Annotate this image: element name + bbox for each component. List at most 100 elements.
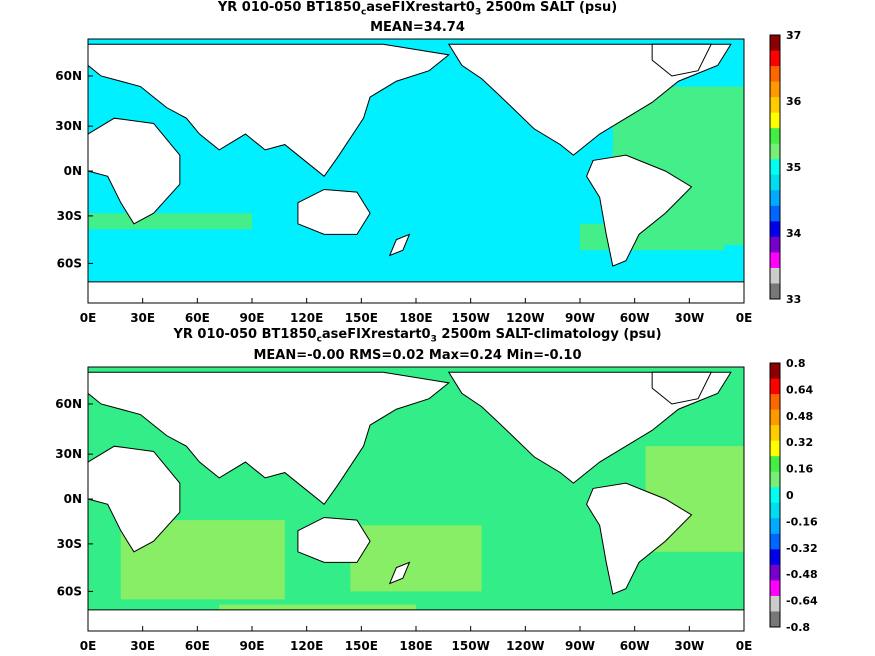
panel1-title: YR 010-050 BT1850caseFIXrestart03 2500m … [217,0,618,18]
lon-label: 120E [290,639,323,653]
lat-label: 0N [64,164,82,178]
lon-label: 60E [185,639,210,653]
colorbar-label: -0.16 [786,515,818,528]
colorbar-swatch [770,611,780,628]
colorbar-swatch [770,112,780,129]
panel2-title: YR 010-050 BT1850caseFIXrestart03 2500m … [173,327,662,345]
lon-label: 120W [506,311,544,325]
colorbar-swatch [770,190,780,207]
landmass-greenland [651,371,713,405]
colorbar-swatch [770,595,780,612]
landmass-asia [87,43,450,178]
lon-label: 90E [240,639,265,653]
colorbar-label: -0.48 [786,568,818,581]
colorbar-label: 0.8 [786,357,806,370]
landmass-greenland [651,43,713,77]
colorbar-swatch [770,502,780,519]
colorbar-swatch [770,425,780,442]
colorbar-label: 0.32 [786,436,813,449]
colorbar-swatch [770,81,780,98]
landmass-africa [87,445,181,553]
lon-label: 150W [452,639,490,653]
colorbar-label: 0.16 [786,463,813,476]
lon-label: 120W [506,639,544,653]
colorbar-swatch [770,549,780,566]
landmass-namerica [447,43,732,156]
colorbar-swatch [770,143,780,160]
colorbar-swatch [770,518,780,535]
colorbar-label: 0.64 [786,383,813,396]
colorbar-swatch [770,252,780,269]
colorbar-label: 36 [786,95,802,108]
lon-label: 90E [240,311,265,325]
lat-label: 60S [57,584,82,598]
colorbar-swatch [770,533,780,550]
colorbar-swatch [770,363,780,380]
colorbar-swatch [770,174,780,191]
lon-label: 120E [290,311,323,325]
colorbar-swatch [770,471,780,488]
colorbar-swatch [770,283,780,300]
lat-label: 60N [55,397,82,411]
colorbar-swatch [770,66,780,83]
colorbar-label: -0.64 [786,595,818,608]
lon-label: 90W [565,639,595,653]
anomaly-patch [350,525,482,592]
lon-label: 60W [620,639,650,653]
lon-label: 180E [399,311,432,325]
lon-label: 30E [130,639,155,653]
colorbar-label: -0.8 [786,621,810,634]
panel1-subtitle: MEAN=34.74 [370,20,465,35]
lon-label: 150E [345,311,378,325]
colorbar-label: 35 [786,161,801,174]
colorbar-swatch [770,205,780,222]
lon-label: 150E [345,639,378,653]
lon-label: 150W [452,311,490,325]
lon-label: 30W [674,311,704,325]
colorbar-swatch [770,221,780,238]
landmass-samerica [585,482,693,595]
lon-label: 0E [736,311,753,325]
landmass-nz [388,561,411,585]
colorbar-frame [769,362,781,628]
colorbar-label: -0.32 [786,542,818,555]
lat-label: 60N [55,69,82,83]
landmass-australia [297,188,371,235]
colorbar-swatch [770,409,780,426]
map-panel-1: 60N 30N 0N 30S 60S 0E 30E 60E 90E 120E 150E 180E 150… [55,29,801,325]
landmass-australia [297,516,371,563]
map-panel-2: 60N 30N 0N 30S 60S 0E 30E 60E 90E 120E 150E 180E 150… [55,357,818,653]
lon-label: 30E [130,311,155,325]
anomaly-patch [580,223,725,251]
colorbar-swatch [770,564,780,581]
lon-label: 180E [399,639,432,653]
lon-label: 60E [185,311,210,325]
lon-label: 0E [80,639,97,653]
lat-label: 0N [64,492,82,506]
lon-label: 90W [565,311,595,325]
lat-label: 60S [57,256,82,270]
colorbar-label: 37 [786,29,801,42]
colorbar-swatch [770,580,780,597]
colorbar-swatch [770,50,780,67]
colorbar-swatch [770,456,780,473]
lon-label: 0E [80,311,97,325]
colorbar-swatch [770,236,780,253]
colorbar-label: 33 [786,293,801,306]
colorbar-label: 0 [786,489,794,502]
landmass-africa [87,117,181,225]
colorbar-swatch [770,487,780,504]
landmass-asia [87,371,450,506]
colorbar-swatch [770,159,780,176]
colorbar-label: 0.48 [786,410,813,423]
lat-label: 30N [55,119,82,133]
lat-label: 30N [55,447,82,461]
colorbar-swatch [770,378,780,395]
colorbar-swatch [770,128,780,145]
anomaly-patch [88,213,252,230]
lon-label: 0E [736,639,753,653]
landmass-nz [388,233,411,257]
colorbar-label: 34 [786,227,802,240]
colorbar-swatch [770,35,780,52]
